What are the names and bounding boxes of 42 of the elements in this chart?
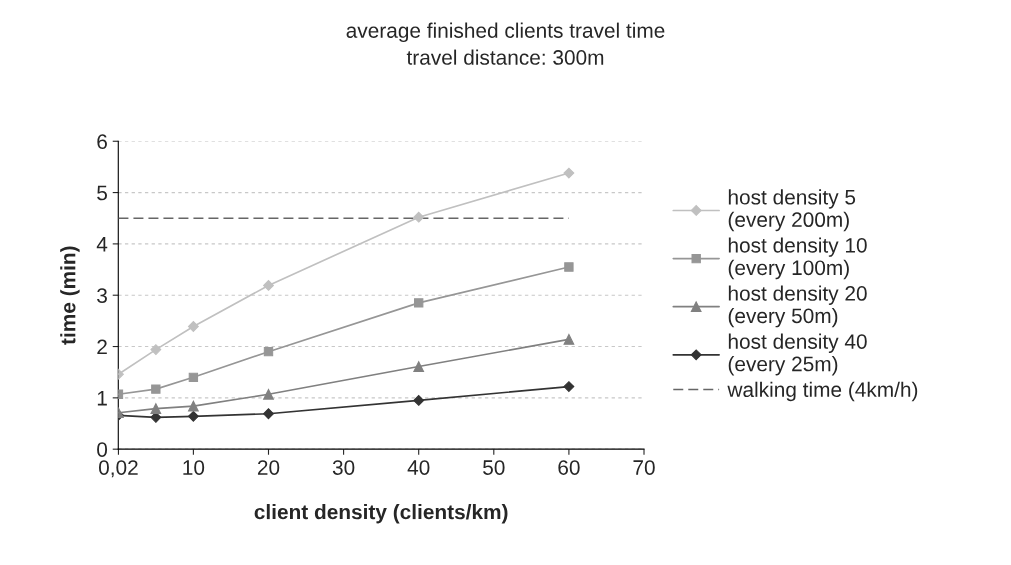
x-tick-label: 20 xyxy=(257,460,280,475)
point xyxy=(263,408,274,420)
legend-label: walking time (4km/h) xyxy=(727,381,918,402)
x-tick-label: 60 xyxy=(558,460,580,475)
x-tick-label: 10 xyxy=(183,460,205,475)
point xyxy=(263,346,274,357)
chart-title: average finished clients travel time travel distance: 300m xyxy=(346,22,665,65)
y-tick-label: 4 xyxy=(96,237,108,252)
point xyxy=(413,211,425,223)
point xyxy=(563,167,575,179)
x-axis-title: client density (clients/km) xyxy=(254,504,508,524)
point xyxy=(188,400,199,412)
point xyxy=(150,344,162,356)
point xyxy=(263,388,274,400)
point xyxy=(563,333,575,345)
point xyxy=(188,372,199,383)
y-tick-label: 6 xyxy=(97,134,107,149)
point xyxy=(564,262,574,272)
y-tick-label: 0 xyxy=(97,442,108,457)
legend-label: host density 20 (every 50m) xyxy=(728,285,867,328)
point xyxy=(151,384,161,394)
legend-label: host density 10 (every 100m) xyxy=(728,237,867,280)
y-axis-title: time (min) xyxy=(60,246,80,345)
point xyxy=(563,381,575,392)
x-tick-label: 40 xyxy=(407,460,430,475)
point xyxy=(187,410,199,422)
point xyxy=(413,361,425,372)
y-tick-label: 5 xyxy=(97,185,107,201)
x-tick-label: 70 xyxy=(633,460,655,475)
point xyxy=(414,298,424,308)
point xyxy=(413,394,425,406)
point xyxy=(150,403,162,415)
point xyxy=(187,321,199,332)
y-tick-label: 1 xyxy=(97,391,107,406)
legend-label: host density 40 (every 25m) xyxy=(728,333,867,376)
point xyxy=(263,280,274,291)
y-tick-label: 3 xyxy=(97,288,107,303)
x-tick-label: 50 xyxy=(483,460,505,475)
y-tick-label: 2 xyxy=(97,339,107,355)
x-tick-label: 0,02 xyxy=(98,460,138,478)
legend-label: host density 5 (every 200m) xyxy=(728,189,856,232)
x-tick-label: 30 xyxy=(332,460,355,475)
